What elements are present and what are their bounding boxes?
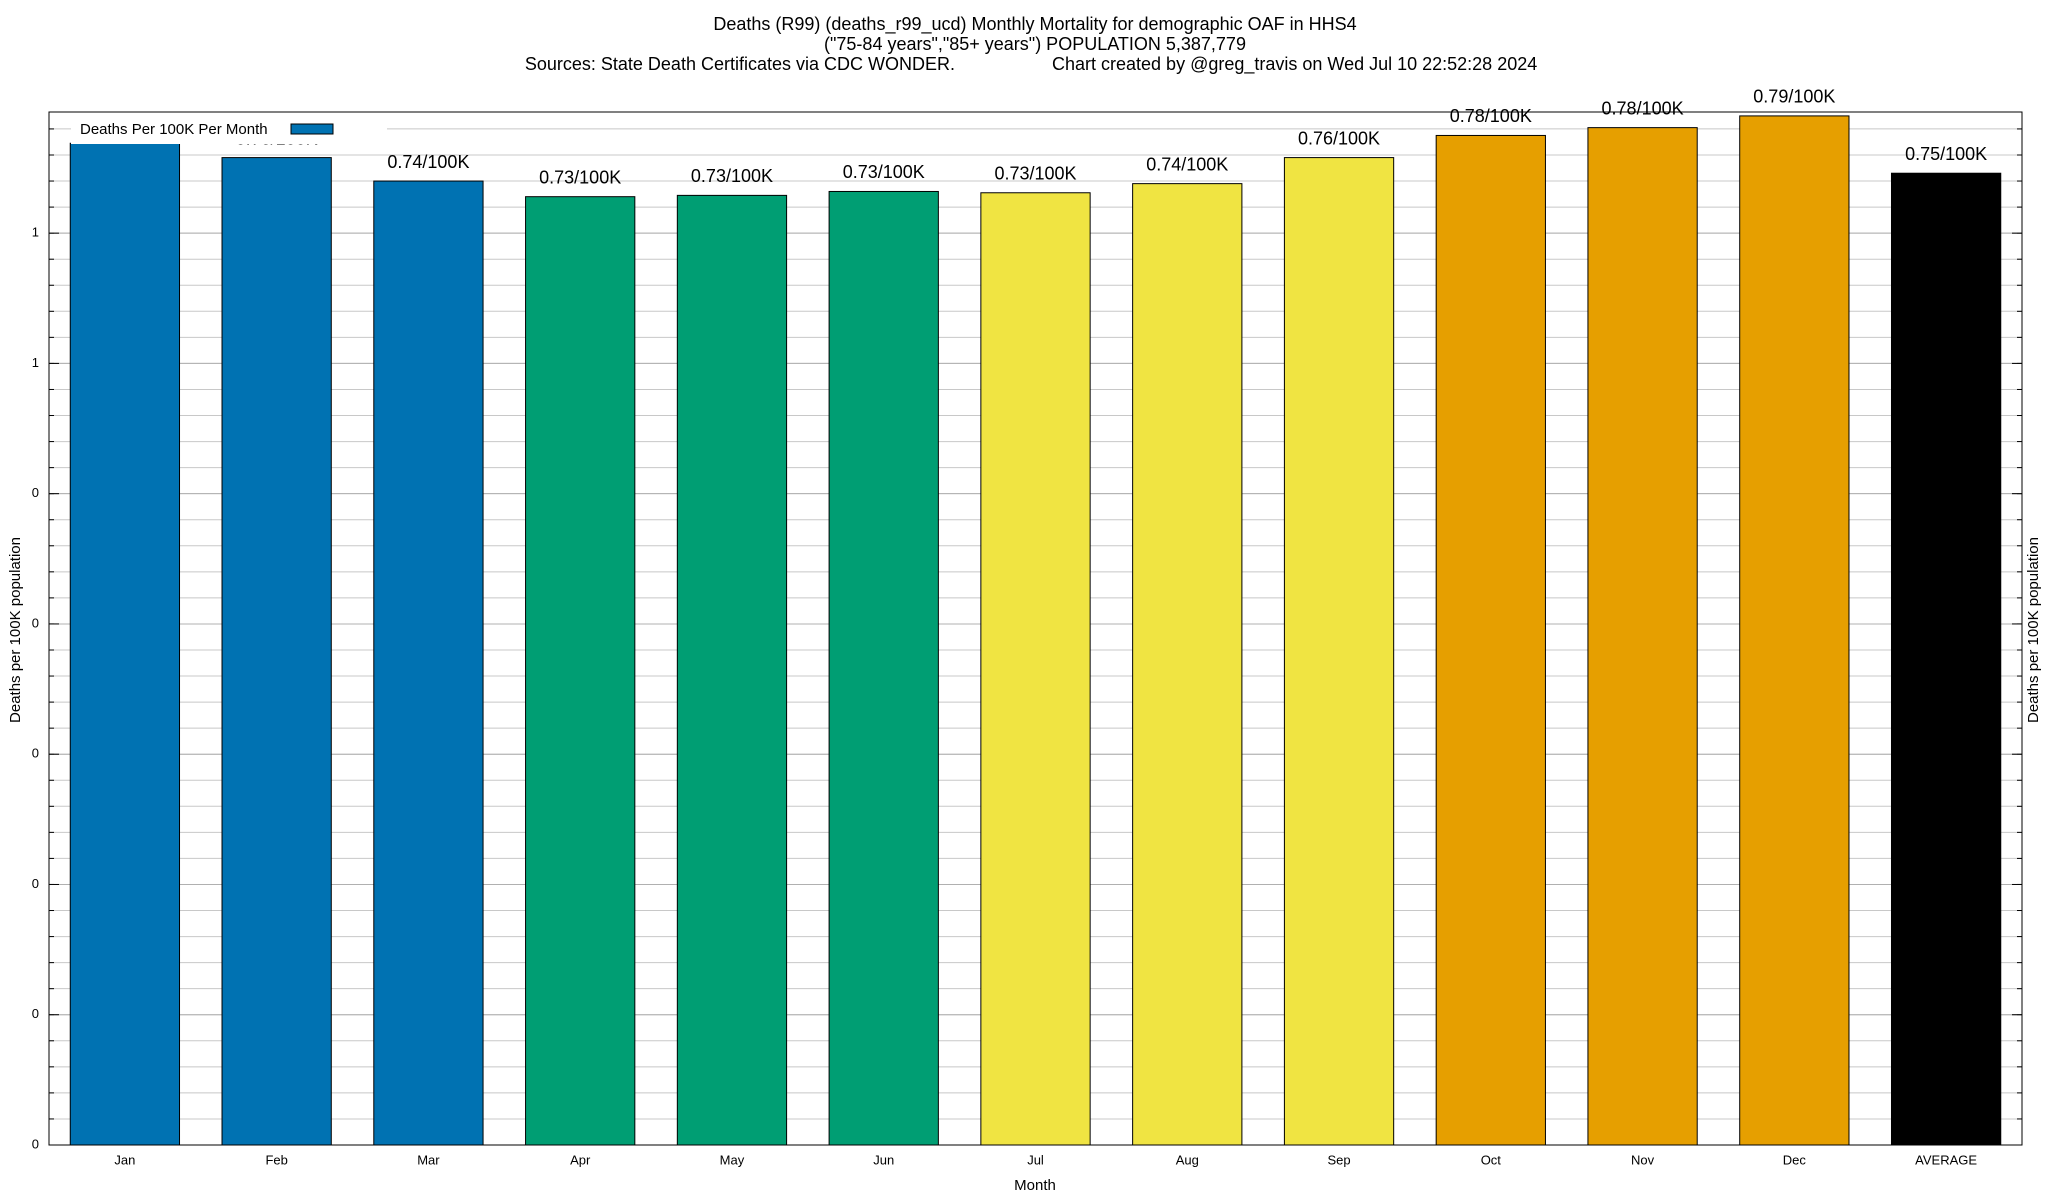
- y-tick-label: 0: [32, 1006, 39, 1021]
- x-tick-label: Aug: [1176, 1152, 1199, 1167]
- x-tick-label: Jan: [114, 1152, 135, 1167]
- chart-subtitle: ("75-84 years","85+ years") POPULATION 5…: [824, 34, 1246, 54]
- x-tick-label: May: [720, 1152, 745, 1167]
- bar: [828, 190, 939, 1146]
- x-tick-label: Nov: [1631, 1152, 1655, 1167]
- value-label: 0.78/100K: [1602, 98, 1684, 118]
- value-label: 0.78/100K: [1450, 106, 1532, 126]
- sources: Sources: State Death Certificates via CD…: [525, 54, 955, 74]
- x-tick-label: AVERAGE: [1915, 1152, 1977, 1167]
- value-label: 0.73/100K: [843, 162, 925, 182]
- bar: [525, 196, 636, 1146]
- x-tick-label: Apr: [570, 1152, 591, 1167]
- y-tick-label: 1: [32, 355, 39, 370]
- bar: [221, 157, 332, 1146]
- x-axis-label: Month: [1014, 1177, 1056, 1194]
- value-label: 0.73/100K: [539, 167, 621, 187]
- value-label: 0.76/100K: [1298, 128, 1380, 148]
- x-tick-label: Feb: [265, 1152, 287, 1167]
- bar: [1890, 172, 2002, 1146]
- x-tick-label: Sep: [1327, 1152, 1350, 1167]
- y-axis-label: Deaths per 100K population: [7, 537, 24, 723]
- x-tick-label: Jul: [1027, 1152, 1044, 1167]
- y-tick-label: 0: [32, 746, 39, 761]
- bar: [1435, 134, 1546, 1146]
- x-tick-label: Oct: [1481, 1152, 1502, 1167]
- y-tick-label: 0: [32, 1136, 39, 1151]
- value-label: 0.79/100K: [1753, 87, 1835, 107]
- legend-swatch: [290, 123, 334, 135]
- value-label: 0.73/100K: [994, 164, 1076, 184]
- y-tick-label: 1: [32, 225, 39, 240]
- credit: Chart created by @greg_travis on Wed Jul…: [1052, 54, 1537, 75]
- x-tick-label: Mar: [417, 1152, 440, 1167]
- value-label: 0.74/100K: [1146, 154, 1228, 174]
- y2-axis-label: Deaths per 100K population: [2025, 537, 2042, 723]
- y-tick-label: 0: [32, 615, 39, 630]
- bar: [1283, 157, 1395, 1146]
- x-tick-label: Jun: [873, 1152, 894, 1167]
- bar: [1739, 115, 1850, 1146]
- y-tick-label: 0: [32, 876, 39, 891]
- plot-frame: [48, 111, 2023, 1146]
- y-tick-label: 0: [32, 485, 39, 500]
- value-label: 0.74/100K: [387, 152, 469, 172]
- bar: [373, 180, 484, 1146]
- bar: [676, 194, 788, 1146]
- bar: [980, 192, 1091, 1146]
- legend-label: Deaths Per 100K Per Month: [80, 121, 268, 138]
- bar: [1587, 127, 1698, 1146]
- value-label: 0.75/100K: [1905, 144, 1987, 164]
- legend-box: [71, 118, 387, 144]
- value-label: 0.73/100K: [691, 166, 773, 186]
- bar: [69, 142, 181, 1146]
- chart-title: Deaths (R99) (deaths_r99_ucd) Monthly Mo…: [713, 14, 1356, 35]
- x-tick-label: Dec: [1783, 1152, 1807, 1167]
- bar: [1132, 183, 1243, 1146]
